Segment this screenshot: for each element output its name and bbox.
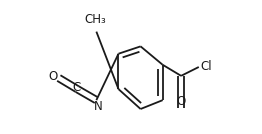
Text: N: N	[94, 100, 102, 113]
Text: O: O	[177, 94, 186, 107]
Text: O: O	[48, 70, 57, 83]
Text: CH₃: CH₃	[84, 13, 106, 26]
Text: C: C	[72, 81, 81, 94]
Text: Cl: Cl	[200, 60, 212, 74]
